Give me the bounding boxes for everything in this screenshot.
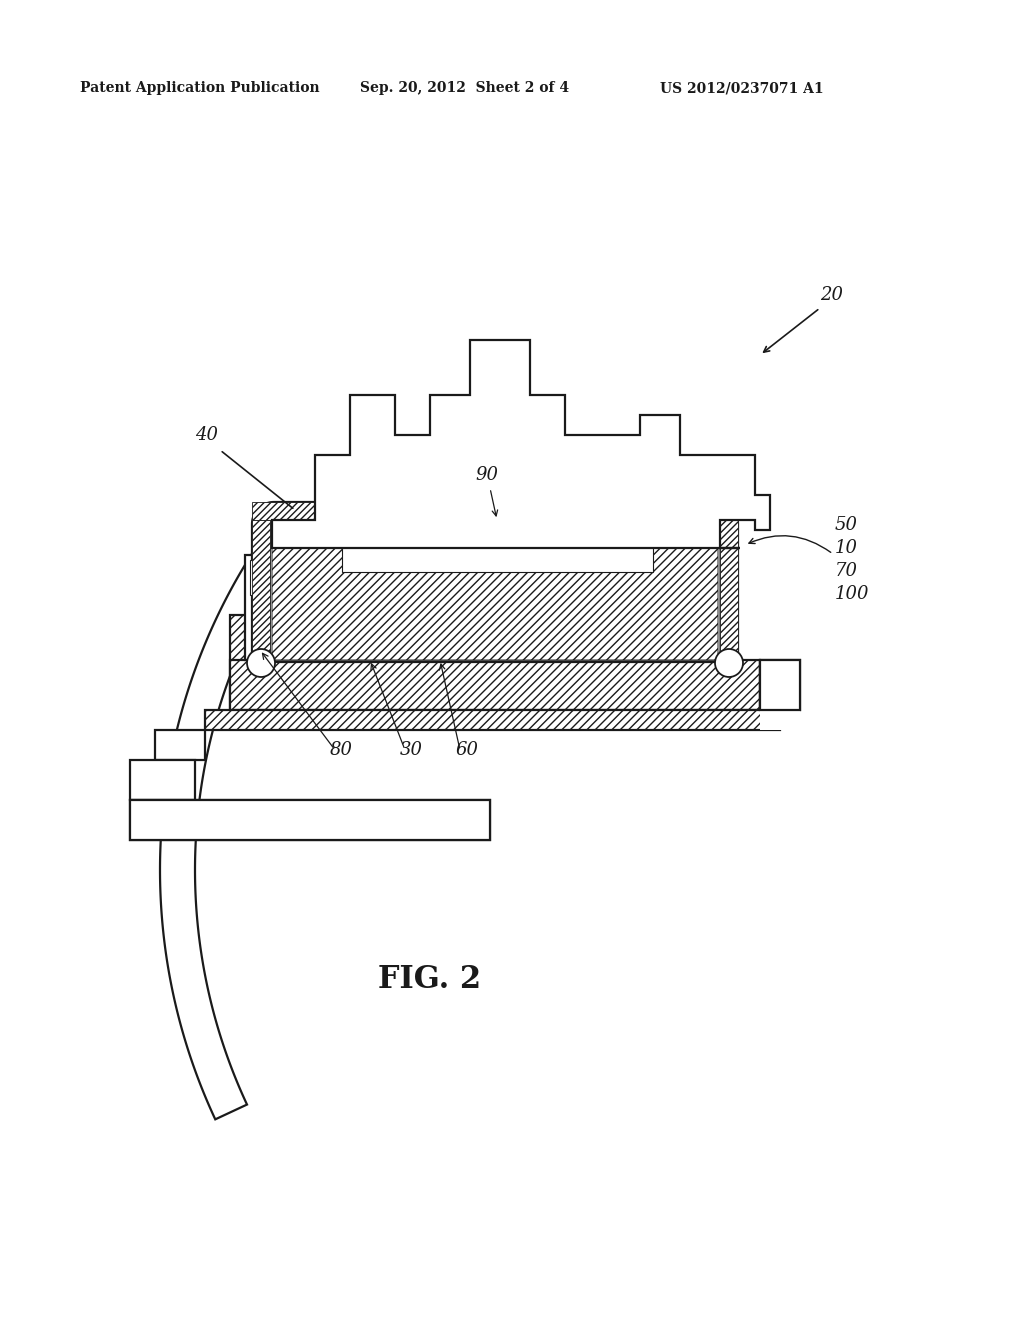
Polygon shape [250,560,275,595]
Text: 20: 20 [820,286,843,304]
Polygon shape [155,730,205,760]
Text: 50: 50 [835,516,858,535]
Text: 80: 80 [330,741,353,759]
Polygon shape [270,520,720,660]
Polygon shape [245,554,280,660]
Polygon shape [205,710,780,730]
Text: 70: 70 [835,562,858,579]
Polygon shape [230,660,760,710]
Text: Sep. 20, 2012  Sheet 2 of 4: Sep. 20, 2012 Sheet 2 of 4 [360,81,569,95]
Polygon shape [230,615,310,710]
Text: 100: 100 [835,585,869,603]
Polygon shape [760,660,800,710]
Text: FIG. 2: FIG. 2 [379,965,481,995]
Polygon shape [252,520,270,663]
Polygon shape [130,800,490,840]
Text: 40: 40 [195,426,218,444]
Circle shape [247,649,275,677]
Text: Patent Application Publication: Patent Application Publication [80,81,319,95]
Polygon shape [720,520,738,663]
Polygon shape [272,521,718,660]
Polygon shape [160,532,295,1119]
Polygon shape [252,502,738,663]
Polygon shape [252,502,738,520]
Circle shape [715,649,743,677]
Polygon shape [130,760,195,800]
Polygon shape [272,341,770,548]
Text: 10: 10 [835,539,858,557]
Polygon shape [760,660,800,710]
Text: 90: 90 [475,466,498,484]
Polygon shape [342,531,653,572]
Text: US 2012/0237071 A1: US 2012/0237071 A1 [660,81,823,95]
Text: 60: 60 [455,741,478,759]
Polygon shape [130,800,490,840]
Polygon shape [760,710,800,730]
Text: 30: 30 [400,741,423,759]
